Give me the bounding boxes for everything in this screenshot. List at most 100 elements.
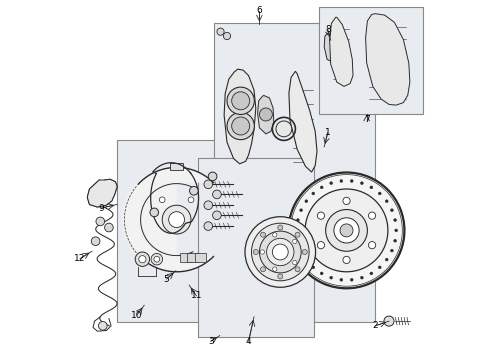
Circle shape: [213, 211, 221, 220]
Circle shape: [98, 321, 107, 330]
Bar: [117, 140, 238, 322]
Circle shape: [169, 212, 185, 228]
Circle shape: [302, 249, 307, 255]
Circle shape: [293, 260, 297, 265]
Circle shape: [385, 200, 388, 203]
Circle shape: [320, 186, 323, 189]
Circle shape: [96, 217, 104, 226]
Circle shape: [312, 266, 315, 269]
Polygon shape: [324, 32, 339, 63]
Circle shape: [395, 229, 398, 232]
Text: 6: 6: [257, 6, 262, 15]
Circle shape: [384, 316, 394, 326]
Circle shape: [293, 239, 297, 244]
Bar: [215, 23, 375, 322]
Circle shape: [135, 252, 149, 266]
Circle shape: [188, 197, 194, 203]
Polygon shape: [87, 179, 117, 207]
Bar: [170, 163, 183, 170]
Circle shape: [350, 278, 353, 281]
Circle shape: [361, 276, 363, 279]
Circle shape: [295, 229, 298, 232]
Text: 12: 12: [74, 254, 86, 263]
Text: 5: 5: [164, 274, 170, 284]
Circle shape: [326, 210, 368, 251]
Circle shape: [343, 256, 350, 264]
Circle shape: [232, 117, 250, 135]
Circle shape: [213, 190, 221, 199]
Circle shape: [162, 205, 191, 234]
Circle shape: [330, 276, 333, 279]
Circle shape: [251, 223, 309, 281]
Bar: [198, 158, 314, 337]
Circle shape: [296, 219, 299, 221]
Circle shape: [223, 32, 231, 40]
Circle shape: [91, 237, 100, 246]
Circle shape: [361, 182, 363, 185]
Text: 10: 10: [131, 310, 143, 320]
Circle shape: [227, 112, 254, 140]
Circle shape: [272, 233, 277, 237]
Circle shape: [385, 258, 388, 261]
Circle shape: [260, 250, 265, 254]
Bar: [319, 7, 423, 114]
Circle shape: [232, 92, 250, 110]
Circle shape: [272, 267, 277, 271]
Circle shape: [295, 267, 300, 272]
Text: 11: 11: [191, 291, 202, 300]
Circle shape: [340, 278, 343, 281]
Circle shape: [253, 249, 258, 255]
Circle shape: [312, 192, 315, 195]
Circle shape: [159, 197, 165, 203]
Polygon shape: [366, 14, 410, 105]
Circle shape: [340, 224, 353, 237]
Circle shape: [276, 121, 292, 137]
Circle shape: [300, 209, 303, 212]
Circle shape: [393, 239, 396, 242]
Circle shape: [305, 200, 308, 203]
Text: 9: 9: [98, 203, 104, 212]
Circle shape: [370, 272, 373, 275]
Circle shape: [190, 186, 198, 195]
Text: 4: 4: [246, 337, 251, 346]
Circle shape: [245, 217, 316, 287]
Circle shape: [154, 256, 160, 262]
Circle shape: [104, 223, 113, 232]
Text: 3: 3: [208, 337, 214, 346]
Text: 1: 1: [325, 128, 331, 137]
Bar: [187, 253, 199, 262]
Circle shape: [278, 225, 283, 230]
Circle shape: [370, 186, 373, 189]
Circle shape: [259, 108, 272, 121]
Circle shape: [272, 244, 288, 260]
Circle shape: [368, 212, 376, 219]
Bar: [195, 253, 206, 262]
Circle shape: [204, 222, 213, 230]
Circle shape: [391, 209, 393, 212]
Polygon shape: [224, 69, 256, 164]
Polygon shape: [289, 71, 317, 172]
Text: 8: 8: [325, 25, 331, 34]
Circle shape: [368, 242, 376, 249]
Circle shape: [391, 249, 393, 252]
Circle shape: [350, 180, 353, 183]
Circle shape: [151, 253, 163, 265]
Circle shape: [150, 208, 159, 217]
Circle shape: [278, 274, 283, 279]
Circle shape: [289, 173, 404, 288]
Circle shape: [334, 218, 359, 243]
Circle shape: [217, 28, 224, 35]
Circle shape: [300, 249, 303, 252]
Circle shape: [295, 232, 300, 237]
Circle shape: [296, 239, 299, 242]
Text: 2: 2: [372, 321, 378, 330]
Circle shape: [393, 219, 396, 221]
Circle shape: [320, 272, 323, 275]
Polygon shape: [124, 167, 214, 272]
Circle shape: [305, 189, 388, 272]
Polygon shape: [258, 95, 274, 134]
Circle shape: [318, 242, 324, 249]
Polygon shape: [330, 17, 353, 86]
Circle shape: [267, 238, 294, 266]
Circle shape: [261, 232, 266, 237]
